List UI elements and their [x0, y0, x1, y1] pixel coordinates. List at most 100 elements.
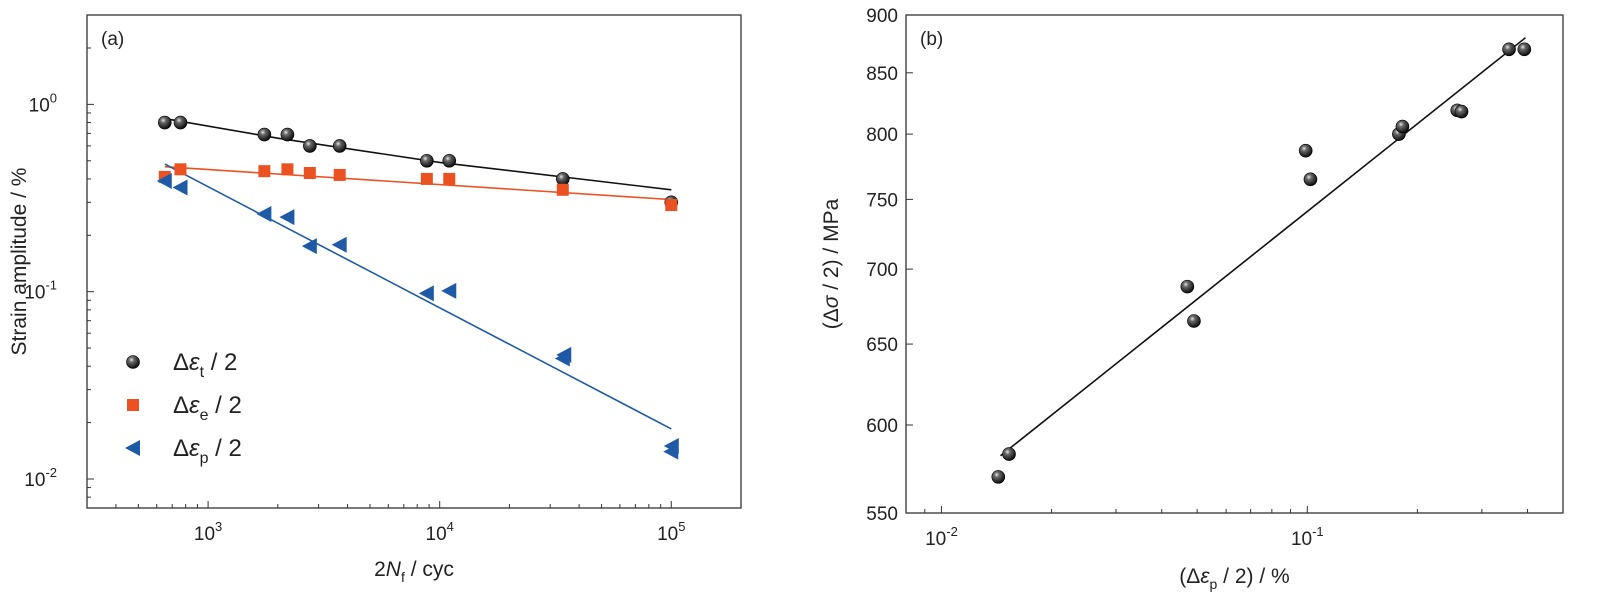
data-point	[172, 179, 188, 196]
data-point	[256, 205, 272, 222]
y-tick-label: 750	[866, 190, 898, 211]
legend-label-subscript: t	[200, 364, 205, 381]
y-tick-label: 10-2	[24, 465, 57, 491]
tick-base: 10	[925, 529, 946, 550]
x-axis-label-part: ε	[1200, 565, 1210, 588]
data-point	[555, 172, 570, 186]
tick-exponent: 4	[447, 519, 454, 534]
fit-line	[1000, 37, 1526, 457]
data-point	[279, 209, 295, 226]
data-point	[331, 236, 347, 253]
y-axis-label: Strain amplitude / %	[8, 168, 31, 356]
legend: Δεt / 2 Δεe / 2 Δεp / 2	[125, 349, 242, 467]
x-axis-label-part: (	[1179, 565, 1186, 588]
legend-marker	[126, 355, 140, 369]
data-point	[1502, 42, 1516, 57]
plot-area	[156, 115, 679, 460]
data-point	[1395, 119, 1410, 134]
data-point	[1517, 42, 1532, 57]
fit-line	[164, 117, 672, 191]
tick-base: 10	[426, 524, 447, 545]
y-tick-label: 850	[866, 64, 898, 85]
data-point	[301, 238, 317, 255]
x-tick-label: 10-1	[1291, 524, 1324, 550]
y-tick-label: 800	[866, 125, 898, 146]
y-tick-label: 600	[866, 416, 898, 437]
legend-label-part: / 2	[208, 435, 241, 462]
legend-label-part: / 2	[204, 349, 237, 376]
y-tick-label: 700	[866, 260, 898, 281]
tick-exponent: -2	[45, 465, 57, 480]
x-tick-label: 103	[194, 519, 222, 545]
y-axis-label-part: (	[820, 322, 843, 329]
y-axis-label-part: / 2) / MPa	[820, 198, 843, 295]
x-tick-label: 10-2	[925, 524, 958, 550]
tick-exponent: -2	[946, 524, 958, 539]
tick-base: 10	[194, 524, 215, 545]
x-axis-label-subscript: f	[401, 569, 405, 585]
data-point	[420, 153, 434, 168]
y-axis-label-part: Δ	[820, 308, 843, 322]
legend-label: Δεp / 2	[173, 435, 242, 467]
data-point	[443, 172, 456, 185]
data-point	[991, 470, 1006, 484]
chart-panel-b: 10-2 10-1550600650700750800850900(b)(Δεp …	[820, 6, 1564, 592]
x-tick-label: 104	[426, 519, 454, 545]
x-axis-label-part: N	[386, 558, 402, 581]
x-axis-label-part: / cyc	[405, 558, 454, 581]
data-point	[1187, 314, 1201, 328]
x-axis-label: 2Nf / cyc	[374, 558, 454, 585]
panel-label: (b)	[920, 29, 943, 50]
plot-frame	[905, 14, 1564, 514]
x-axis-label: (Δεp / 2) / %	[1179, 565, 1289, 592]
tick-exponent: -1	[1312, 524, 1324, 539]
data-point	[418, 285, 434, 302]
data-point	[1180, 279, 1195, 294]
legend-marker	[127, 399, 139, 411]
legend-label-part: ε	[189, 392, 200, 419]
data-point	[1002, 447, 1016, 461]
data-point	[665, 199, 678, 212]
x-axis-label-subscript: p	[1210, 576, 1218, 592]
data-point	[303, 139, 317, 153]
data-point	[420, 172, 433, 185]
tick-base: 10	[1291, 529, 1312, 550]
y-tick-label: 650	[866, 335, 898, 356]
legend-label: Δεt / 2	[173, 349, 237, 381]
y-tick-label: 10-1	[24, 278, 57, 304]
plot-area	[991, 37, 1532, 484]
data-point	[556, 183, 569, 196]
legend-label: Δεe / 2	[173, 392, 242, 424]
x-tick-label: 105	[657, 519, 685, 545]
tick-base: 10	[657, 524, 678, 545]
data-point	[257, 127, 272, 142]
legend-label-part: / 2	[208, 392, 241, 419]
tick-exponent: -1	[45, 278, 57, 293]
data-point	[1303, 172, 1318, 187]
data-point	[258, 165, 271, 178]
data-point	[1454, 104, 1469, 119]
tick-exponent: 3	[215, 519, 222, 534]
y-axis-label: (Δσ / 2) / MPa	[820, 198, 843, 329]
data-point	[174, 163, 187, 176]
data-point	[333, 168, 346, 181]
data-point	[157, 115, 172, 130]
y-axis-label-part: σ	[820, 294, 843, 308]
x-axis-label-part: / 2) / %	[1217, 565, 1289, 588]
data-point	[173, 115, 188, 130]
plot-frame	[86, 14, 742, 509]
legend-label-part: ε	[189, 349, 200, 376]
y-tick-label: 900	[866, 6, 898, 27]
tick-base: 10	[24, 470, 45, 491]
data-point	[303, 167, 316, 180]
tick-exponent: 0	[50, 90, 57, 105]
data-point	[442, 153, 457, 168]
tick-base: 10	[24, 283, 45, 304]
legend-label-part: ε	[189, 435, 200, 462]
legend-marker	[125, 440, 140, 456]
x-axis-label-part: 2	[374, 558, 386, 581]
y-tick-label: 100	[29, 90, 57, 116]
data-point	[156, 172, 172, 189]
